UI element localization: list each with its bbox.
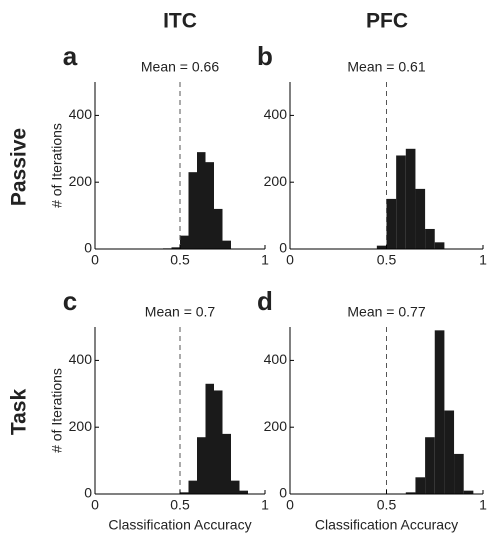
histogram-bar [415, 188, 426, 249]
panel-label: a [63, 41, 78, 71]
histogram-bar [171, 247, 180, 249]
panel-title: Mean = 0.66 [141, 59, 219, 75]
x-tick-label: 0 [286, 497, 294, 513]
histogram-bar [205, 162, 214, 249]
histogram-bar [214, 390, 223, 494]
y-tick-label: 400 [264, 106, 288, 122]
histogram-bar [434, 242, 445, 249]
row-title: Task [8, 389, 31, 436]
x-tick-label: 0 [91, 252, 99, 268]
histogram-bar [180, 492, 189, 494]
histogram-bar [239, 490, 248, 494]
x-tick-label: 0 [286, 252, 294, 268]
histogram-bar [188, 172, 197, 249]
x-tick-label: 0 [91, 497, 99, 513]
x-tick-label: 0.5 [170, 252, 190, 268]
histogram-bar [222, 240, 231, 249]
histogram-bar [386, 198, 397, 249]
histogram-bar [214, 208, 223, 249]
histogram-bar [180, 235, 189, 249]
histogram-bar [405, 492, 416, 494]
y-tick-label: 0 [84, 485, 92, 501]
histogram-bar [222, 433, 231, 494]
y-tick-label: 0 [279, 240, 287, 256]
panel-title: Mean = 0.61 [347, 59, 425, 75]
panel-label: c [63, 286, 77, 316]
x-tick-label: 0.5 [170, 497, 190, 513]
y-tick-label: 200 [69, 173, 93, 189]
y-axis-label: # of Iterations [49, 368, 65, 453]
histogram-bar [197, 152, 206, 249]
y-tick-label: 400 [69, 106, 93, 122]
x-tick-label: 1 [261, 252, 269, 268]
y-tick-label: 0 [84, 240, 92, 256]
histogram-bar [396, 155, 406, 249]
x-tick-label: 0.5 [377, 252, 397, 268]
column-title: PFC [366, 10, 408, 33]
x-tick-label: 1 [261, 497, 269, 513]
y-tick-label: 200 [264, 173, 288, 189]
row-title: Passive [8, 128, 31, 206]
histogram-bar [231, 480, 240, 494]
x-axis-label: Classification Accuracy [108, 517, 251, 533]
x-tick-label: 1 [479, 497, 487, 513]
histogram-bar [405, 148, 416, 249]
column-title: ITC [163, 10, 197, 33]
panel-title: Mean = 0.77 [347, 304, 425, 320]
histogram-bar [425, 437, 435, 494]
histogram-bar [425, 228, 435, 249]
y-tick-label: 400 [69, 351, 93, 367]
histogram-bar [463, 490, 474, 494]
x-tick-label: 0.5 [377, 497, 397, 513]
histogram-bar [197, 437, 206, 494]
y-tick-label: 400 [264, 351, 288, 367]
histogram-bar [444, 410, 455, 494]
histogram-bar [376, 245, 387, 249]
histogram-bar [415, 477, 426, 494]
histogram-bar [434, 330, 445, 494]
y-tick-label: 0 [279, 485, 287, 501]
y-tick-label: 200 [264, 418, 288, 434]
x-axis-label: Classification Accuracy [315, 517, 458, 533]
histogram-bar [188, 480, 197, 494]
panel-label: b [257, 41, 273, 71]
panel-title: Mean = 0.7 [145, 304, 216, 320]
y-axis-label: # of Iterations [49, 123, 65, 208]
histogram-bar [205, 383, 214, 494]
histogram-bar [454, 453, 464, 494]
y-tick-label: 200 [69, 418, 93, 434]
x-tick-label: 1 [479, 252, 487, 268]
panel-label: d [257, 286, 273, 316]
